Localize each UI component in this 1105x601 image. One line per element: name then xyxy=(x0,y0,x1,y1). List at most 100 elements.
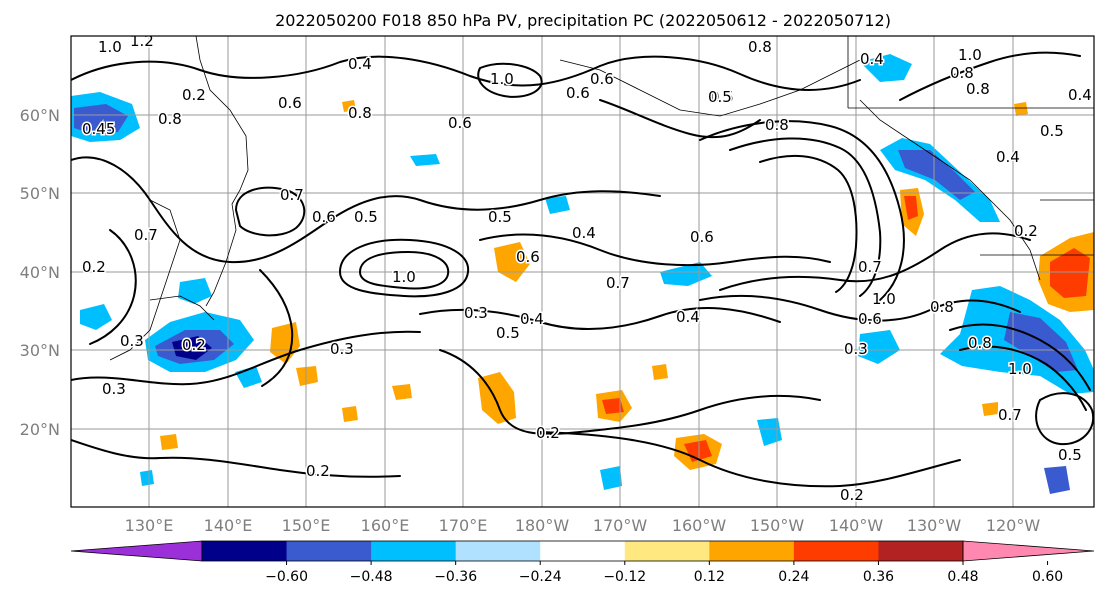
colorbar-tick-label: −0.36 xyxy=(434,569,477,585)
colorbar: −0.60 −0.48 −0.36 −0.24 −0.12 0.12 0.24 0.36 0.4… xyxy=(70,540,1095,585)
contour-label: 0.6 xyxy=(858,310,882,328)
contour-label: 0.8 xyxy=(968,334,992,352)
contour-label: 0.5 xyxy=(1040,122,1064,140)
colorbar-tick-label: −0.24 xyxy=(519,569,562,585)
asia-coast xyxy=(109,199,181,361)
lon-tick-label: 130°W xyxy=(907,516,962,535)
contour-label: 0.6 xyxy=(448,114,472,132)
precip-neg-patch xyxy=(898,150,975,200)
precip-pos-patch xyxy=(904,196,918,220)
asia-coast xyxy=(195,36,249,307)
contour-label: 0.3 xyxy=(464,304,488,322)
precip-neg-patch xyxy=(1044,466,1070,494)
contour-label: 0.4 xyxy=(572,224,596,242)
contour-label: 0.3 xyxy=(330,340,354,358)
contour-label: 0.6 xyxy=(516,248,540,266)
precip-pos-patch xyxy=(342,406,358,422)
canada-border xyxy=(847,36,1094,109)
contour-label: 1.0 xyxy=(98,38,122,56)
precip-neg-patch xyxy=(140,470,154,486)
precip-pos-patch xyxy=(1014,102,1028,116)
contour-label: 0.8 xyxy=(966,80,990,98)
colorbar-tick-label: 0.12 xyxy=(694,569,725,585)
contour-label: 1.0 xyxy=(392,268,416,286)
lon-tick-label: 160°W xyxy=(672,516,727,535)
colorbar-segment xyxy=(540,541,626,561)
contour-label: 0.8 xyxy=(158,110,182,128)
precip-neg-patch xyxy=(80,304,112,330)
contour-label: 1.2 xyxy=(130,32,154,50)
contour-label: 1.0 xyxy=(1008,360,1032,378)
longitude-labels: 130°E 140°E 150°E 160°E 170°E 180°W 170°… xyxy=(125,516,1041,535)
contour-label: 0.3 xyxy=(844,340,868,358)
contour-label: 0.8 xyxy=(748,38,772,56)
pv-contour xyxy=(477,62,543,98)
precip-neg-patch xyxy=(74,104,128,134)
contour-label: 0.6 xyxy=(690,228,714,246)
colorbar-tick-label: −0.48 xyxy=(350,569,393,585)
contour-label: 0.5 xyxy=(496,324,520,342)
precip-pos-patch xyxy=(296,366,318,386)
latitude-labels: 60°N 50°N 40°N 30°N 20°N xyxy=(20,106,60,439)
precip-pos-patch xyxy=(160,434,178,450)
colorbar-segment xyxy=(878,541,964,561)
coastlines xyxy=(109,36,1094,361)
contour-label: 0.8 xyxy=(348,104,372,122)
pv-contour xyxy=(899,51,1081,101)
pv-contour xyxy=(1035,392,1094,446)
america-coast xyxy=(859,99,1041,281)
map-frame xyxy=(70,35,1095,508)
pv-contour xyxy=(759,154,858,293)
lat-tick-label: 60°N xyxy=(20,106,60,125)
pv-contour xyxy=(959,345,1087,411)
japan-coast xyxy=(149,295,215,321)
contour-label: 0.7 xyxy=(606,274,630,292)
pv-contour xyxy=(235,186,306,237)
pv-contour xyxy=(71,156,661,264)
lon-tick-label: 180°W xyxy=(515,516,570,535)
contour-label: 0.4 xyxy=(860,50,884,68)
colorbar-segment xyxy=(709,541,795,561)
pv-contour xyxy=(71,55,861,92)
contour-label: 0.4 xyxy=(520,310,544,328)
precip-neg-patch xyxy=(410,154,440,166)
contour-label: 0.4 xyxy=(348,55,372,73)
contour-label: 0.2 xyxy=(182,86,206,104)
lat-tick-label: 40°N xyxy=(20,263,60,282)
contour-label: 0.5 xyxy=(708,88,732,106)
precip-neg-patch xyxy=(178,278,212,304)
precip-pos-patch xyxy=(342,100,356,112)
pv-contour xyxy=(719,232,1031,291)
contour-labels: 1.0 1.2 0.4 0.5 1.0 0.8 0.6 0.8 0.6 0.5 … xyxy=(81,32,1094,506)
contour-label: 0.4 xyxy=(1068,86,1092,104)
pv-contour xyxy=(419,307,781,331)
precip-neg-patch xyxy=(757,418,782,446)
pv-contour xyxy=(259,269,294,387)
contour-label: 0.7 xyxy=(134,226,158,244)
colorbar-tick-label: 0.48 xyxy=(947,569,978,585)
contour-label: 1.0 xyxy=(958,46,982,64)
pv-contour xyxy=(89,229,137,345)
precip-neg-patch xyxy=(545,196,570,214)
contour-label: 1.0 xyxy=(872,290,896,308)
pv-contours xyxy=(71,51,1094,488)
contour-label: 0.8 xyxy=(765,116,789,134)
lon-tick-label: 150°E xyxy=(282,516,331,535)
colorbar-tick-label: 0.24 xyxy=(778,569,809,585)
contour-label: 0.3 xyxy=(102,380,126,398)
lon-tick-label: 140°E xyxy=(204,516,253,535)
colorbar-segment xyxy=(624,541,710,561)
pv-contour xyxy=(439,349,821,435)
precip-pos-patch xyxy=(602,398,624,414)
lat-tick-label: 50°N xyxy=(20,184,60,203)
lon-tick-label: 170°W xyxy=(593,516,648,535)
contour-label: 0.2 xyxy=(1014,222,1038,240)
pv-contour xyxy=(699,294,1021,322)
pv-contour xyxy=(539,431,961,488)
contour-label: 0.3 xyxy=(120,332,144,350)
plot-title: 2022050200 F018 850 hPa PV, precipitatio… xyxy=(275,11,891,30)
lat-tick-label: 20°N xyxy=(20,420,60,439)
lon-tick-label: 140°W xyxy=(829,516,884,535)
pv-contour xyxy=(479,233,831,267)
contour-label: 0.5 xyxy=(488,208,512,226)
